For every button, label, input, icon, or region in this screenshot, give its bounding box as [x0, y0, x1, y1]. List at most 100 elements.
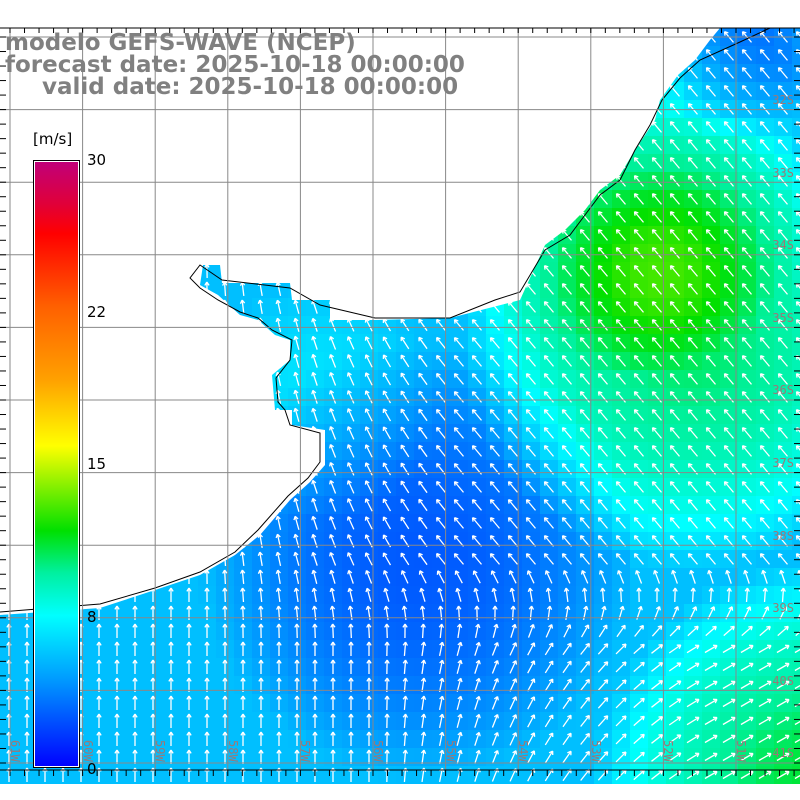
wind-arrow — [384, 713, 390, 729]
wind-arrow — [543, 553, 554, 565]
wind-arrow — [258, 659, 264, 674]
wind-arrow — [186, 587, 192, 602]
wind-arrow — [346, 480, 355, 494]
wind-arrow — [597, 499, 608, 511]
wind-arrow — [669, 175, 680, 187]
wind-arrow — [740, 716, 754, 726]
wind-cell — [792, 694, 800, 712]
wind-arrow — [453, 481, 464, 493]
wind-arrow — [705, 211, 716, 223]
wind-arrow — [114, 659, 120, 674]
wind-arrow — [669, 625, 681, 637]
wind-arrow — [615, 517, 626, 529]
wind-arrow — [311, 353, 318, 368]
wind-arrow — [382, 552, 392, 566]
wind-arrow — [759, 373, 770, 385]
wind-arrow — [669, 319, 680, 331]
wind-arrow — [365, 569, 373, 584]
wind-arrow — [633, 229, 644, 241]
wind-arrow — [633, 391, 644, 403]
wind-arrow — [741, 193, 752, 205]
wind-arrow — [491, 713, 499, 728]
wind-arrow — [597, 319, 608, 331]
wind-arrow — [293, 569, 300, 584]
wind-arrow — [651, 517, 662, 529]
wind-arrow — [723, 427, 734, 439]
wind-arrow — [741, 409, 752, 421]
wind-arrow — [705, 67, 716, 79]
wind-arrow — [780, 587, 786, 603]
wind-arrow — [740, 680, 754, 690]
wind-arrow — [687, 103, 698, 115]
wind-arrow — [258, 623, 264, 639]
wind-arrow — [708, 587, 714, 603]
wind-arrow — [705, 445, 716, 457]
wind-arrow — [759, 67, 770, 79]
wind-arrow — [705, 553, 716, 565]
wind-arrow — [420, 731, 427, 747]
wind-arrow — [759, 85, 770, 97]
wind-arrow — [759, 211, 770, 223]
lon-label: 56W — [371, 740, 385, 762]
wind-arrow — [777, 175, 788, 187]
wind-arrow — [741, 121, 752, 133]
wind-arrow — [275, 569, 281, 585]
wind-arrow — [615, 679, 627, 691]
wind-arrow — [759, 301, 770, 313]
wind-arrow — [525, 481, 536, 493]
wind-arrow — [705, 229, 716, 241]
wind-arrow — [561, 247, 572, 259]
wind-arrow — [615, 391, 626, 403]
wind-arrow — [400, 552, 410, 566]
wind-arrow — [132, 623, 138, 638]
wind-arrow — [114, 713, 120, 728]
wind-arrow — [668, 734, 682, 744]
wind-arrow — [597, 517, 608, 529]
wind-arrow — [579, 553, 590, 565]
wind-arrow — [759, 553, 770, 565]
wind-cell — [792, 496, 800, 514]
wind-arrow — [346, 354, 355, 368]
wind-arrow — [132, 695, 138, 710]
wind-arrow — [740, 698, 754, 708]
wind-cell — [792, 460, 800, 478]
wind-arrow — [777, 85, 788, 97]
wind-arrow — [579, 517, 590, 529]
wind-arrow — [330, 731, 336, 746]
wind-arrow — [364, 426, 373, 440]
wind-arrow — [258, 731, 264, 746]
wind-arrow — [453, 499, 464, 511]
wind-arrow — [346, 462, 355, 476]
wind-cell — [792, 190, 800, 208]
wind-arrow — [687, 517, 698, 529]
wind-cell — [792, 280, 800, 298]
wind-arrow — [294, 731, 300, 746]
wind-arrow — [687, 193, 698, 205]
wind-arrow — [330, 749, 336, 764]
wind-arrow — [794, 720, 800, 726]
wind-arrow — [561, 535, 572, 547]
wind-arrow — [312, 659, 318, 674]
wind-arrow — [275, 587, 282, 603]
lon-label: 54W — [516, 740, 531, 762]
wind-arrow — [633, 265, 644, 277]
wind-arrow — [562, 714, 572, 728]
wind-arrow — [471, 445, 482, 457]
wind-arrow — [420, 659, 427, 675]
wind-arrow — [705, 625, 717, 637]
wind-arrow — [186, 695, 192, 710]
wind-arrow — [759, 319, 770, 331]
wind-arrow — [543, 265, 554, 277]
wind-arrow — [741, 535, 752, 547]
wind-arrow — [311, 587, 317, 603]
wind-arrow — [687, 499, 698, 511]
wind-arrow — [687, 85, 698, 97]
wind-cell — [792, 226, 800, 244]
wind-arrow — [204, 641, 210, 656]
wind-arrow — [651, 247, 662, 259]
wind-arrow — [794, 648, 800, 654]
wind-arrow — [777, 373, 788, 385]
wind-arrow — [418, 408, 428, 422]
wind-arrow — [400, 426, 410, 440]
wind-arrow — [276, 731, 282, 746]
